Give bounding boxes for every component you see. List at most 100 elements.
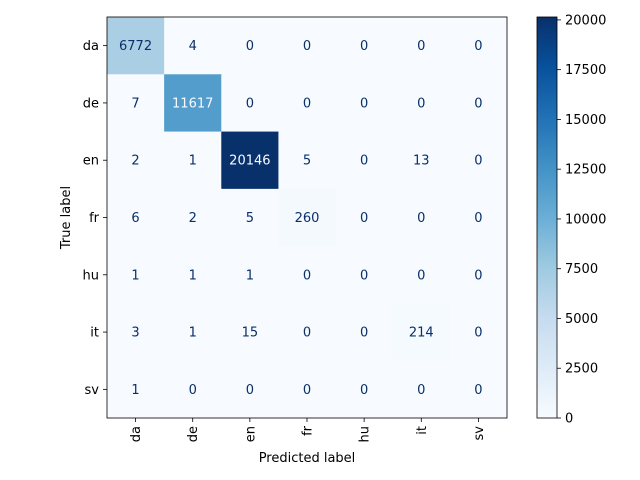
- x-tick-label-en: en: [243, 426, 258, 442]
- heatmap-cell-it-fr: [278, 303, 337, 362]
- cell-value-label: 0: [474, 211, 482, 226]
- heatmap-cell-it-hu: [335, 303, 394, 362]
- heatmap-cell-sv-it: [392, 360, 451, 419]
- x-tick-label-da: da: [129, 426, 144, 442]
- cell-value-label: 0: [417, 39, 425, 54]
- heatmap-cell-da-de: [164, 17, 222, 75]
- cell-value-label: 260: [295, 211, 320, 226]
- heatmap-cell-de-hu: [335, 74, 394, 133]
- heatmap-cell-hu-it: [392, 246, 451, 304]
- y-tick-label-fr: fr: [89, 211, 100, 226]
- cell-value-label: 0: [474, 268, 482, 283]
- cell-value-label: 0: [246, 39, 254, 54]
- heatmap-cell-de-de: [164, 74, 222, 133]
- cell-value-label: 6772: [119, 39, 152, 54]
- cell-value-label: 0: [360, 326, 368, 341]
- cell-value-label: 0: [360, 154, 368, 169]
- cell-value-label: 0: [360, 96, 368, 111]
- colorbar-tick-label: 20000: [565, 13, 606, 28]
- heatmap-cell-hu-sv: [449, 246, 508, 304]
- colorbar-tick-label: 0: [565, 412, 573, 427]
- heatmap-cell-en-de: [164, 131, 222, 190]
- heatmap-cell-hu-fr: [278, 246, 337, 304]
- heatmap-cell-de-da: [107, 74, 165, 133]
- colorbar-tick-label: 15000: [565, 113, 606, 128]
- axis-ticks: da de en fr hu it sv da de en fr hu it sv: [83, 39, 487, 442]
- heatmap-cell-sv-da: [107, 360, 165, 419]
- cell-value-label: 0: [303, 383, 311, 398]
- colorbar-tick-label: 10000: [565, 212, 606, 227]
- colorbar-tick-label: 5000: [565, 312, 598, 327]
- heatmap-cell-sv-fr: [278, 360, 337, 419]
- cell-value-label: 5: [246, 211, 254, 226]
- heatmap-cell-fr-it: [392, 188, 451, 247]
- cell-value-label: 1: [131, 268, 139, 283]
- cell-value-label: 1: [189, 154, 197, 169]
- heatmap-cell-sv-de: [164, 360, 222, 419]
- cell-value-label: 0: [417, 96, 425, 111]
- heatmap-cell-hu-en: [221, 246, 279, 304]
- cell-value-label: 0: [417, 211, 425, 226]
- cell-value-label: 0: [360, 383, 368, 398]
- heatmap-cell-en-da: [107, 131, 165, 190]
- x-tick-label-de: de: [186, 426, 201, 442]
- y-axis-title: True label: [59, 186, 74, 250]
- cell-value-label: 0: [303, 326, 311, 341]
- cell-value-label: 20146: [229, 154, 270, 169]
- cell-value-label: 1: [246, 268, 254, 283]
- x-axis-title: Predicted label: [259, 451, 356, 466]
- cell-value-label: 0: [474, 96, 482, 111]
- y-tick-label-en: en: [83, 154, 99, 169]
- heatmap-cell-en-it: [392, 131, 451, 190]
- heatmap-cell-hu-de: [164, 246, 222, 304]
- heatmap-cell-en-fr: [278, 131, 337, 190]
- colorbar-tick-label: 12500: [565, 163, 606, 178]
- heatmap-cell-it-sv: [449, 303, 508, 362]
- cell-value-label: 0: [303, 268, 311, 283]
- cell-value-label: 1: [189, 268, 197, 283]
- cell-value-label: 0: [474, 154, 482, 169]
- x-tick-label-fr: fr: [301, 425, 316, 436]
- heatmap-cell-fr-sv: [449, 188, 508, 247]
- cell-value-label: 6: [131, 211, 139, 226]
- heatmap-cell-fr-da: [107, 188, 165, 247]
- heatmap-cell-de-sv: [449, 74, 508, 133]
- heatmap-cell-da-da: [107, 17, 165, 75]
- heatmap-cell-it-de: [164, 303, 222, 362]
- heatmap-cell-fr-de: [164, 188, 222, 247]
- cell-value-label: 0: [474, 39, 482, 54]
- heatmap-cell-sv-hu: [335, 360, 394, 419]
- x-tick-label-hu: hu: [358, 426, 373, 442]
- cell-value-label: 1: [131, 383, 139, 398]
- heatmap-cell-fr-fr: [278, 188, 337, 247]
- x-tick-label-it: it: [415, 426, 430, 435]
- cell-value-label: 0: [474, 326, 482, 341]
- cell-value-label: 0: [246, 96, 254, 111]
- cell-value-label: 0: [360, 211, 368, 226]
- cell-value-label: 0: [360, 268, 368, 283]
- colorbar-ticks: 0 2500 5000 7500 10000 12500 15000 17500 20000: [557, 13, 606, 427]
- cell-value-label: 4: [189, 39, 197, 54]
- cell-value-label: 3: [131, 326, 139, 341]
- heatmap-cell-en-hu: [335, 131, 394, 190]
- cell-value-label: 0: [417, 383, 425, 398]
- cell-value-label: 0: [303, 39, 311, 54]
- colorbar-tick-label: 2500: [565, 362, 598, 377]
- y-tick-label-da: da: [83, 39, 99, 54]
- cell-value-label: 13: [413, 154, 430, 169]
- colorbar-tick-label: 17500: [565, 63, 606, 78]
- heatmap-cell-it-it: [392, 303, 451, 362]
- colorbar: [537, 17, 557, 418]
- heatmap-cell-de-it: [392, 74, 451, 133]
- y-tick-label-it: it: [90, 326, 99, 341]
- heatmap-cell-fr-en: [221, 188, 279, 247]
- cell-value-label: 7: [131, 96, 139, 111]
- cell-value-label: 0: [360, 39, 368, 54]
- heatmap-cell-en-en: [221, 131, 279, 190]
- y-tick-label-sv: sv: [85, 383, 100, 398]
- cell-value-label: 214: [409, 326, 434, 341]
- heatmap-cell-en-sv: [449, 131, 508, 190]
- cell-value-label: 15: [242, 326, 259, 341]
- heatmap-cell-sv-sv: [449, 360, 508, 419]
- heatmap-cell-fr-hu: [335, 188, 394, 247]
